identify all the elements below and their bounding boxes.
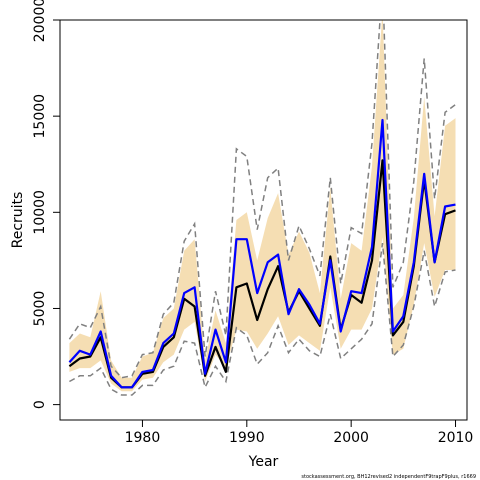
- confidence-bound-lines-layer: [68, 20, 456, 396]
- y-axis-title: Recruits: [10, 192, 26, 249]
- series-line-2: [68, 118, 456, 389]
- footer-credit: stockassessment.org, BH12revised2 indepe…: [301, 474, 476, 480]
- series-lines-layer: [68, 118, 456, 389]
- y-tick-label: 5000: [32, 291, 48, 327]
- x-axis: 1980 1990 2000 2010: [125, 420, 474, 446]
- y-tick-label: 15000: [32, 94, 48, 139]
- x-tick-label: 1990: [229, 430, 265, 446]
- confidence-band-layer: [69, 20, 456, 392]
- y-tick-label: 0: [32, 400, 48, 409]
- y-tick-label: 20000: [32, 0, 48, 42]
- x-tick-label: 2000: [333, 430, 369, 446]
- confidence-bound-line-1: [68, 20, 456, 379]
- x-axis-title: Year: [248, 454, 279, 470]
- confidence-band: [69, 20, 456, 392]
- plot-frame: [59, 19, 468, 421]
- confidence-bound-line-2: [69, 243, 456, 396]
- y-tick-label: 10000: [32, 190, 48, 235]
- y-axis: 0 5000 10000 15000 20000: [32, 0, 60, 409]
- x-tick-label: 2010: [438, 430, 474, 446]
- x-tick-label: 1980: [125, 430, 161, 446]
